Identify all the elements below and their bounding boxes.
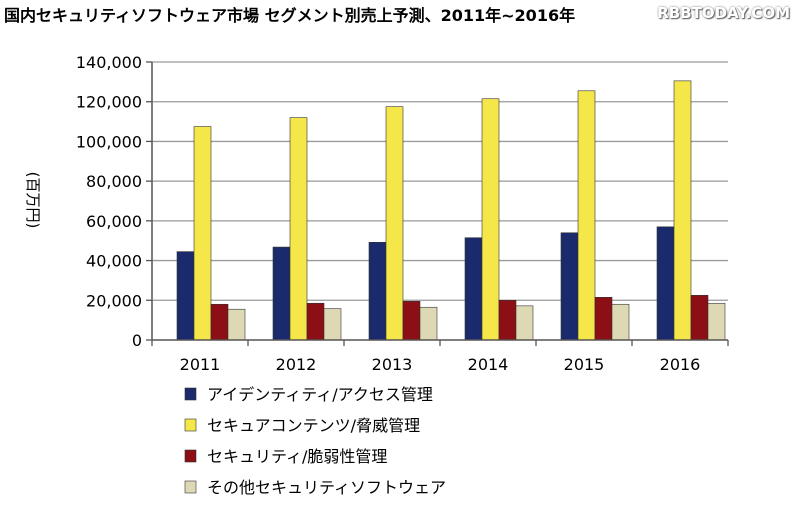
legend: アイデンティティ/アクセス管理セキュアコンテンツ/脅威管理セキュリティ/脆弱性管… (184, 385, 446, 497)
bar-2014-series-3 (498, 299, 517, 341)
bar-2013-series-2 (385, 106, 404, 341)
y-tick-label: 0 (132, 331, 142, 350)
y-tick-label: 140,000 (76, 53, 142, 72)
bar-2012-series-3 (306, 302, 325, 341)
legend-swatch (184, 480, 197, 494)
y-tick-label: 20,000 (86, 291, 142, 310)
y-tick-label: 100,000 (76, 132, 142, 151)
x-tick-labels: 2011 2012 2013 2014 2015 2016 (180, 355, 701, 374)
x-tick-label: 2013 (372, 355, 413, 374)
y-tick-label: 80,000 (86, 172, 142, 191)
bar-2012-series-1 (272, 246, 291, 341)
bar-2013-series-3 (402, 300, 421, 341)
bars (176, 80, 726, 341)
x-tick-label: 2015 (564, 355, 605, 374)
bar-2011-series-4 (227, 308, 246, 341)
legend-swatch (184, 449, 197, 463)
bar-2016-series-1 (656, 226, 675, 341)
bar-2011-series-2 (193, 126, 212, 341)
y-tick-labels: 0 20,000 40,000 60,000 80,000 100,000 120,000 1… (76, 53, 142, 350)
bar-2013-series-4 (419, 306, 438, 341)
bar-2014-series-1 (464, 237, 483, 341)
y-axis-label: (百万円) (24, 172, 42, 229)
chart-title: 国内セキュリティソフトウェア市場 セグメント別売上予測、2011年~2016年 (4, 6, 576, 25)
x-tick-label: 2012 (276, 355, 317, 374)
y-tick-label: 40,000 (86, 252, 142, 271)
x-tick-label: 2014 (468, 355, 509, 374)
axes (151, 62, 729, 346)
bar-2013-series-1 (368, 242, 387, 341)
bar-2014-series-4 (515, 305, 534, 341)
x-tick-label: 2016 (660, 355, 701, 374)
watermark: RBBTODAY.COM (657, 4, 790, 22)
bar-2016-series-4 (707, 302, 726, 341)
bar-2015-series-2 (577, 90, 596, 341)
legend-swatch (184, 387, 197, 401)
bar-2012-series-2 (289, 117, 308, 341)
x-tick-label: 2011 (180, 355, 221, 374)
bar-2011-series-3 (210, 303, 229, 341)
bar-2014-series-2 (481, 98, 500, 341)
bar-2016-series-3 (690, 295, 709, 341)
bar-2015-series-1 (560, 232, 579, 341)
legend-label: セキュリティ/脆弱性管理 (207, 447, 387, 466)
gridlines (146, 61, 728, 341)
legend-swatch (184, 418, 197, 432)
bar-2012-series-4 (323, 308, 342, 341)
legend-label: セキュアコンテンツ/脅威管理 (207, 416, 420, 435)
y-tick-label: 120,000 (76, 93, 142, 112)
bar-2011-series-1 (176, 251, 195, 341)
bar-2016-series-2 (673, 80, 692, 341)
legend-label: その他セキュリティソフトウェア (207, 478, 446, 497)
bar-2015-series-3 (594, 297, 613, 341)
legend-label: アイデンティティ/アクセス管理 (207, 385, 433, 404)
y-tick-label: 60,000 (86, 212, 142, 231)
bar-2015-series-4 (611, 303, 630, 341)
